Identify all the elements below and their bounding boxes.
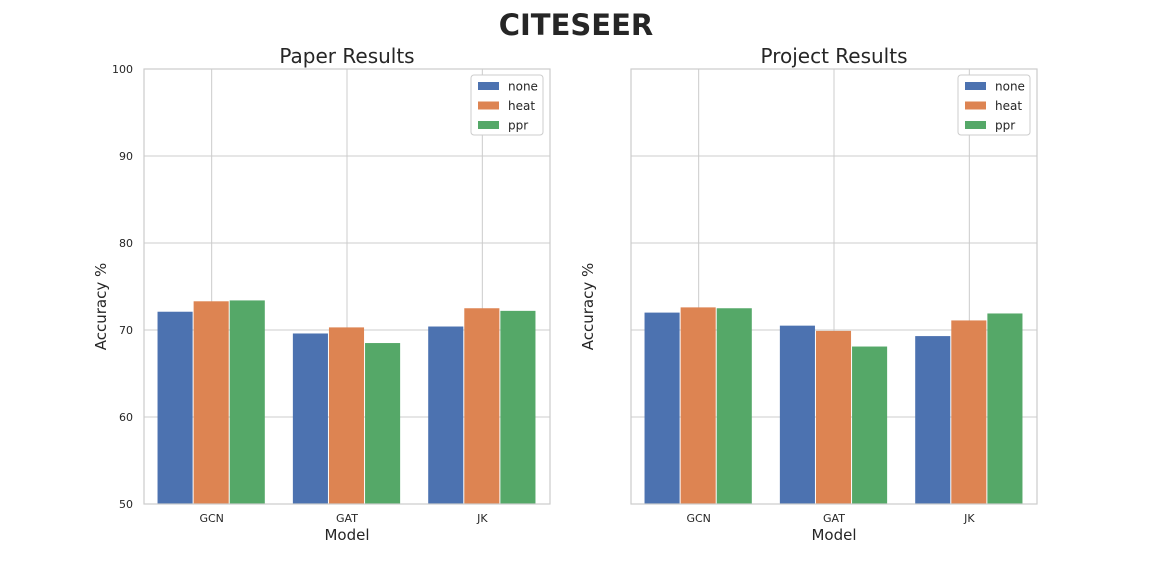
bar-heat-jk: [464, 308, 500, 504]
y-tick-label: 80: [119, 237, 133, 250]
legend-label-none: none: [995, 80, 1025, 94]
bar-ppr-gcn: [229, 300, 265, 504]
bar-heat-gcn: [680, 307, 716, 504]
chart-panel-project-results: GCN GAT JK Project Results Model Accuracy % no…: [579, 44, 1038, 544]
bar-none-jk: [428, 326, 464, 504]
panel-title: Paper Results: [279, 44, 414, 68]
x-axis-label: Model: [811, 526, 856, 544]
bar-ppr-gat: [852, 346, 888, 504]
x-tick-label: GCN: [199, 512, 223, 525]
chart-panel-paper-results: 50 60 70 80 90 100 GCN GAT JK Paper Results Model A…: [92, 44, 551, 544]
x-tick-label: GCN: [686, 512, 710, 525]
plot-frame: [630, 68, 1038, 505]
figure-title: CITESEER: [499, 8, 654, 42]
y-axis-label: Accuracy %: [92, 263, 110, 351]
x-tick-label: GAT: [823, 512, 845, 525]
bar-none-gcn: [644, 312, 680, 504]
y-tick-label: 100: [112, 63, 133, 76]
bar-ppr-jk: [500, 310, 536, 504]
x-tick-label: JK: [963, 512, 975, 525]
panel-title: Project Results: [760, 44, 907, 68]
y-tick-label: 90: [119, 150, 133, 163]
x-tick-label: GAT: [336, 512, 358, 525]
legend-label-none: none: [508, 80, 538, 94]
bar-none-jk: [915, 336, 951, 504]
legend: none heat ppr: [957, 74, 1031, 136]
legend-label-heat: heat: [508, 99, 535, 113]
plot-frame: [143, 68, 551, 505]
x-tick-label: JK: [476, 512, 488, 525]
bar-none-gat: [292, 333, 328, 504]
legend-swatch-ppr: [965, 121, 986, 129]
y-tick-label: 70: [119, 324, 133, 337]
bar-heat-gcn: [193, 301, 229, 504]
y-axis-label: Accuracy %: [579, 263, 597, 351]
bar-none-gat: [779, 325, 815, 504]
bar-ppr-gat: [365, 343, 401, 504]
y-tick-label: 50: [119, 498, 133, 511]
legend-swatch-heat: [478, 101, 499, 110]
legend-swatch-heat: [965, 101, 986, 110]
bar-heat-gat: [815, 330, 852, 504]
bar-ppr-jk: [987, 313, 1023, 504]
bar-ppr-gcn: [716, 308, 752, 504]
legend-swatch-ppr: [478, 121, 499, 129]
legend: none heat ppr: [470, 74, 544, 136]
legend-label-ppr: ppr: [508, 119, 528, 133]
legend-label-ppr: ppr: [995, 119, 1015, 133]
x-axis-label: Model: [324, 526, 369, 544]
bar-none-gcn: [157, 311, 193, 504]
bar-heat-gat: [328, 327, 365, 504]
legend-label-heat: heat: [995, 99, 1022, 113]
legend-swatch-none: [478, 82, 499, 90]
legend-swatch-none: [965, 82, 986, 90]
bar-heat-jk: [951, 320, 987, 504]
y-tick-label: 60: [119, 411, 133, 424]
